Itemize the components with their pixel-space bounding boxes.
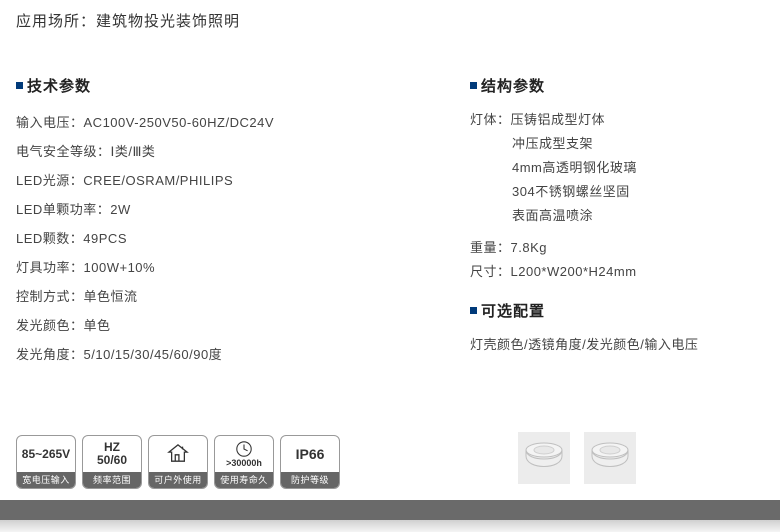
options-value: 灯壳颜色/透镜角度/发光颜色/输入电压: [470, 333, 770, 357]
structure-heading: 结构参数: [470, 75, 770, 96]
badge-main-text: IP66: [296, 447, 325, 461]
badge-main: HZ 50/60: [95, 436, 129, 472]
tech-heading-text: 技术参数: [27, 75, 91, 96]
badge-main-text: 85~265V: [22, 448, 70, 460]
spec-label: 输入电压：: [16, 115, 84, 130]
options-heading: 可选配置: [470, 300, 770, 321]
spec-label: 电气安全等级：: [16, 144, 111, 159]
bullet-icon: [470, 307, 477, 314]
spec-row: 灯具功率：100W+10%: [16, 253, 376, 282]
tech-heading: 技术参数: [16, 75, 376, 96]
spec-label: 重量：: [470, 240, 511, 255]
spec-value: 49PCS: [83, 231, 127, 246]
badge-ip: IP66 防护等级: [280, 435, 340, 489]
badge-life: >30000h 使用寿命久: [214, 435, 274, 489]
spec-value: 单色恒流: [84, 289, 138, 304]
badge-main: [165, 436, 191, 472]
spec-row: LED光源：CREE/OSRAM/PHILIPS: [16, 166, 376, 195]
badge-main-text: >30000h: [226, 459, 262, 468]
spec-value: 2W: [110, 202, 131, 217]
badge-label: 宽电压输入: [17, 472, 75, 488]
badge-main: 85~265V: [20, 436, 72, 472]
application-line: 应用场所：建筑物投光装饰照明: [16, 10, 240, 31]
spec-value: 单色: [84, 318, 111, 333]
structure-body-line: 4mm高透明钢化玻璃: [470, 156, 770, 180]
badge-label: 使用寿命久: [215, 472, 273, 488]
badge-label: 频率范围: [83, 472, 141, 488]
lens-icon: [588, 440, 632, 476]
spec-row: 发光颜色：单色: [16, 311, 376, 340]
badge-outdoor: 可户外使用: [148, 435, 208, 489]
spec-value: AC100V-250V50-60HZ/DC24V: [84, 115, 275, 130]
spec-label: 发光角度：: [16, 347, 84, 362]
spec-row: 输入电压：AC100V-250V50-60HZ/DC24V: [16, 108, 376, 137]
lens-thumbnails: [518, 432, 636, 484]
spec-row: LED颗数：49PCS: [16, 224, 376, 253]
spec-value: 100W+10%: [84, 260, 156, 275]
badge-main: IP66: [294, 436, 327, 472]
lens-icon: [522, 440, 566, 476]
badges-row: 85~265V 宽电压输入 HZ 50/60 频率范围 可户外使用 >30000…: [16, 435, 340, 489]
application-label: 应用场所：: [16, 13, 96, 30]
badge-label: 可户外使用: [149, 472, 207, 488]
spec-label: LED颗数：: [16, 231, 83, 246]
spec-value: 7.8Kg: [511, 240, 547, 255]
structure-body-row: 灯体：压铸铝成型灯体: [470, 108, 770, 132]
spec-value: 5/10/15/30/45/60/90度: [84, 347, 223, 362]
lens-thumbnail: [584, 432, 636, 484]
spec-row: 发光角度：5/10/15/30/45/60/90度: [16, 340, 376, 369]
bottom-fade: [0, 520, 780, 532]
structure-body-line: 压铸铝成型灯体: [511, 112, 606, 127]
options-heading-text: 可选配置: [481, 300, 545, 321]
spec-row: 电气安全等级：Ⅰ类/Ⅲ类: [16, 137, 376, 166]
clock-icon: [235, 440, 253, 458]
bullet-icon: [16, 82, 23, 89]
spec-value: CREE/OSRAM/PHILIPS: [83, 173, 233, 188]
badge-label: 防护等级: [281, 472, 339, 488]
tech-spec-column: 技术参数 输入电压：AC100V-250V50-60HZ/DC24V 电气安全等…: [16, 75, 376, 369]
house-icon: [167, 443, 189, 463]
spec-label: 尺寸：: [470, 264, 511, 279]
spec-label: 控制方式：: [16, 289, 84, 304]
badge-main-text: 50/60: [97, 454, 127, 467]
spec-row: 控制方式：单色恒流: [16, 282, 376, 311]
structure-weight-row: 重量：7.8Kg: [470, 236, 770, 260]
structure-heading-text: 结构参数: [481, 75, 545, 96]
bullet-icon: [470, 82, 477, 89]
structure-size-row: 尺寸：L200*W200*H24mm: [470, 260, 770, 284]
badge-voltage: 85~265V 宽电压输入: [16, 435, 76, 489]
bottom-bar: [0, 500, 780, 520]
application-value: 建筑物投光装饰照明: [96, 13, 240, 30]
spec-label: 灯具功率：: [16, 260, 84, 275]
structure-body-line: 304不锈钢螺丝坚固: [470, 180, 770, 204]
badge-main: >30000h: [224, 436, 264, 472]
spec-label: LED光源：: [16, 173, 83, 188]
badge-hz: HZ 50/60 频率范围: [82, 435, 142, 489]
spec-row: LED单颗功率：2W: [16, 195, 376, 224]
structure-body-label: 灯体：: [470, 112, 511, 127]
spec-label: LED单颗功率：: [16, 202, 110, 217]
spec-value: Ⅰ类/Ⅲ类: [111, 144, 156, 159]
spec-value: L200*W200*H24mm: [511, 264, 637, 279]
lens-thumbnail: [518, 432, 570, 484]
structure-body-line: 冲压成型支架: [470, 132, 770, 156]
right-column: 结构参数 灯体：压铸铝成型灯体 冲压成型支架 4mm高透明钢化玻璃 304不锈钢…: [470, 75, 770, 357]
spec-label: 发光颜色：: [16, 318, 84, 333]
structure-body-line: 表面高温喷涂: [470, 204, 770, 228]
